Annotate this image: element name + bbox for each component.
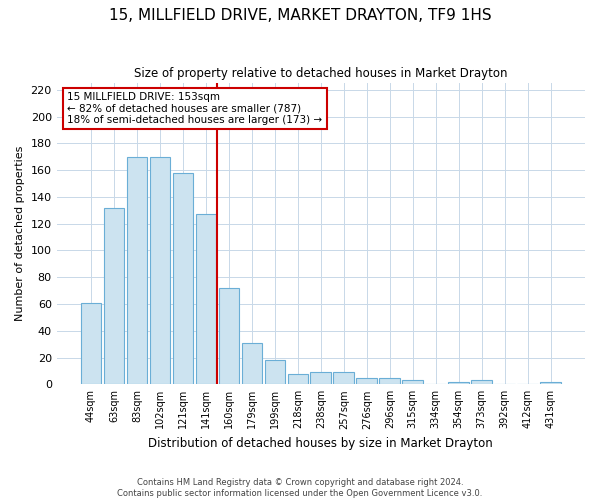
Bar: [334, 372, 354, 384]
Bar: [242, 343, 262, 384]
Bar: [356, 378, 377, 384]
Bar: [379, 378, 400, 384]
Bar: [541, 382, 561, 384]
Bar: [287, 374, 308, 384]
Bar: [80, 302, 101, 384]
Bar: [265, 360, 285, 384]
Bar: [472, 380, 492, 384]
Bar: [218, 288, 239, 384]
Bar: [173, 173, 193, 384]
Bar: [149, 156, 170, 384]
Y-axis label: Number of detached properties: Number of detached properties: [15, 146, 25, 322]
Bar: [448, 382, 469, 384]
Title: Size of property relative to detached houses in Market Drayton: Size of property relative to detached ho…: [134, 68, 508, 80]
Text: 15 MILLFIELD DRIVE: 153sqm
← 82% of detached houses are smaller (787)
18% of sem: 15 MILLFIELD DRIVE: 153sqm ← 82% of deta…: [67, 92, 322, 126]
Bar: [196, 214, 216, 384]
Bar: [127, 156, 148, 384]
Bar: [403, 380, 423, 384]
Text: Contains HM Land Registry data © Crown copyright and database right 2024.
Contai: Contains HM Land Registry data © Crown c…: [118, 478, 482, 498]
Bar: [310, 372, 331, 384]
Text: 15, MILLFIELD DRIVE, MARKET DRAYTON, TF9 1HS: 15, MILLFIELD DRIVE, MARKET DRAYTON, TF9…: [109, 8, 491, 22]
Bar: [104, 208, 124, 384]
X-axis label: Distribution of detached houses by size in Market Drayton: Distribution of detached houses by size …: [148, 437, 493, 450]
